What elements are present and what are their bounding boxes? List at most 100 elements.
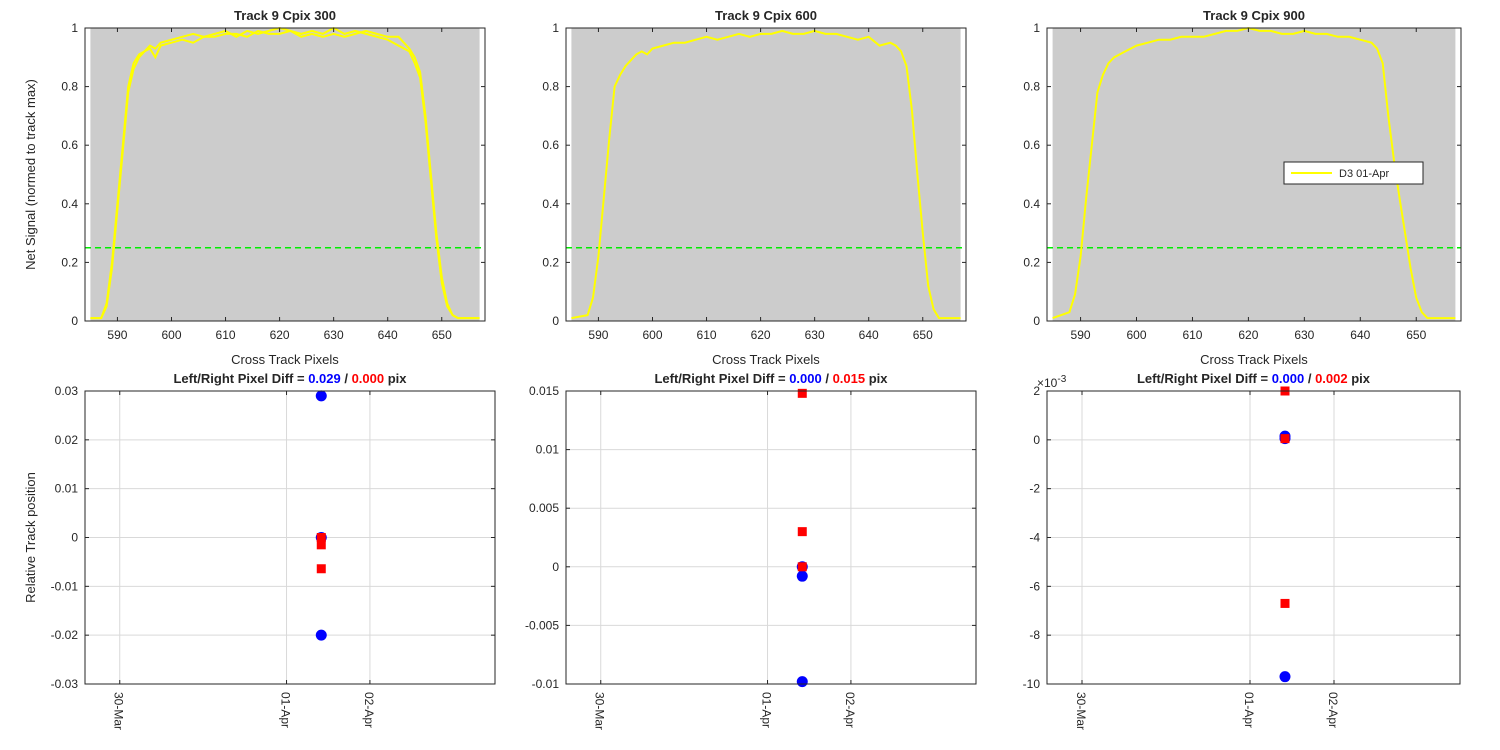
- title-part: Left/Right Pixel Diff =: [654, 371, 789, 386]
- x-tick-label: 590: [107, 328, 127, 342]
- y-tick-label: -0.02: [51, 628, 79, 642]
- x-tick-label: 02-Apr: [362, 692, 376, 728]
- x-tick-label: 630: [1294, 328, 1314, 342]
- title-part: /: [341, 371, 352, 386]
- signal-line-2: [90, 26, 480, 320]
- exponent-base: ×10: [1037, 376, 1058, 390]
- title-part: /: [1304, 371, 1315, 386]
- x-tick-label: 30-Mar: [593, 692, 607, 730]
- y-tick-label: 0.8: [61, 80, 78, 94]
- y-tick-label: 0.01: [536, 443, 560, 457]
- left-edge-point: [796, 676, 808, 688]
- y-tick-label: 0.02: [55, 433, 79, 447]
- signal-line-1: [1052, 26, 1456, 320]
- y-tick-label: 0.03: [55, 384, 79, 398]
- y-tick-label: 2: [1033, 384, 1040, 398]
- y-tick-label: 0: [552, 314, 559, 328]
- signal-band: [571, 28, 961, 321]
- y-tick-label: -2: [1029, 482, 1040, 496]
- right-edge-point: [1280, 434, 1290, 444]
- x-tick-label: 640: [378, 328, 398, 342]
- y-tick-label: -0.005: [525, 618, 559, 632]
- chart-title: Left/Right Pixel Diff = 0.029 / 0.000 pi…: [173, 371, 407, 386]
- title-part: 0.000: [789, 371, 822, 386]
- x-tick-label: 630: [324, 328, 344, 342]
- x-tick-label: 640: [1350, 328, 1370, 342]
- y-tick-label: -0.01: [51, 579, 79, 593]
- signal-band: [90, 28, 480, 321]
- x-tick-label: 02-Apr: [843, 692, 857, 728]
- legend: D3 01-Apr: [1283, 161, 1424, 185]
- x-tick-label: 600: [1126, 328, 1146, 342]
- title-part: Left/Right Pixel Diff =: [173, 371, 308, 386]
- signal-line-1: [571, 29, 961, 320]
- y-tick-label: 0.005: [529, 501, 559, 515]
- x-axis-label: Cross Track Pixels: [712, 352, 820, 367]
- x-tick-label: 650: [1406, 328, 1426, 342]
- right-edge-point: [797, 562, 807, 572]
- plot-area: [566, 391, 976, 684]
- x-tick-label: 01-Apr: [760, 692, 774, 728]
- y-tick-label: -4: [1029, 531, 1040, 545]
- title-part: 0.000: [1272, 371, 1305, 386]
- chart-title: Left/Right Pixel Diff = 0.000 / 0.002 pi…: [1137, 371, 1371, 386]
- x-tick-label: 610: [216, 328, 236, 342]
- y-axis-label: Net Signal (normed to track max): [23, 79, 38, 270]
- right-edge-point: [316, 540, 326, 550]
- y-tick-label: 0.4: [61, 197, 78, 211]
- chart-title: Track 9 Cpix 600: [715, 8, 817, 23]
- chart-panel-1: 590 600 610 620 630 640 650 0 0.2 0.4 0.6 0.8 1 Cross…: [23, 8, 486, 367]
- y-tick-label: -0.03: [51, 677, 79, 691]
- axes-frame: [565, 390, 977, 685]
- axes-frame: [1046, 27, 1462, 322]
- title-part: 0.002: [1315, 371, 1348, 386]
- x-tick-label: 650: [432, 328, 452, 342]
- y-tick-label: -0.01: [532, 677, 560, 691]
- right-edge-point: [797, 388, 807, 398]
- y-exponent-label: ×10-3: [1037, 374, 1067, 390]
- x-tick-label: 610: [697, 328, 717, 342]
- x-tick-label: 30-Mar: [112, 692, 126, 730]
- right-edge-point: [1280, 598, 1290, 608]
- y-tick-label: 0.015: [529, 384, 559, 398]
- y-tick-label: 0.8: [1023, 80, 1040, 94]
- x-tick-label: 01-Apr: [1242, 692, 1256, 728]
- y-tick-label: 0.6: [61, 138, 78, 152]
- y-tick-label: -6: [1029, 579, 1040, 593]
- chart-panel-6: 30-Mar 01-Apr 02-Apr -10 -8 -6 -4 -2 0 2×10-3 Left…: [1023, 371, 1461, 730]
- y-tick-label: 0: [1033, 314, 1040, 328]
- chart-panel-5: 30-Mar 01-Apr 02-Apr -0.01 -0.005 0 0.005 0.01 0…: [525, 371, 977, 730]
- title-part: pix: [1348, 371, 1371, 386]
- right-edge-point: [316, 533, 326, 542]
- x-tick-label: 650: [913, 328, 933, 342]
- y-tick-label: 0: [71, 314, 78, 328]
- x-tick-label: 600: [161, 328, 181, 342]
- x-tick-label: 640: [859, 328, 879, 342]
- y-tick-label: 0.6: [542, 138, 559, 152]
- y-tick-label: 0.2: [1023, 255, 1040, 269]
- axes-frame: [565, 27, 967, 322]
- x-tick-label: 01-Apr: [279, 692, 293, 728]
- title-part: /: [822, 371, 833, 386]
- right-edge-point: [797, 527, 807, 537]
- title-part: 0.015: [833, 371, 866, 386]
- y-tick-label: 0.4: [1023, 197, 1040, 211]
- y-tick-label: 0.2: [542, 255, 559, 269]
- x-tick-label: 30-Mar: [1074, 692, 1088, 730]
- x-tick-label: 620: [1238, 328, 1258, 342]
- y-tick-label: 1: [1033, 21, 1040, 35]
- x-tick-label: 590: [588, 328, 608, 342]
- axes-frame: [84, 27, 486, 322]
- y-tick-label: 0.2: [61, 255, 78, 269]
- x-axis-label: Cross Track Pixels: [231, 352, 339, 367]
- y-tick-label: 1: [552, 21, 559, 35]
- title-part: 0.000: [352, 371, 385, 386]
- y-tick-label: 0.8: [542, 80, 559, 94]
- y-tick-label: 0.6: [1023, 138, 1040, 152]
- x-tick-label: 590: [1071, 328, 1091, 342]
- y-tick-label: 0: [552, 560, 559, 574]
- y-axis-label: Relative Track position: [23, 472, 38, 603]
- left-edge-point: [1279, 671, 1291, 683]
- left-edge-point: [796, 570, 808, 582]
